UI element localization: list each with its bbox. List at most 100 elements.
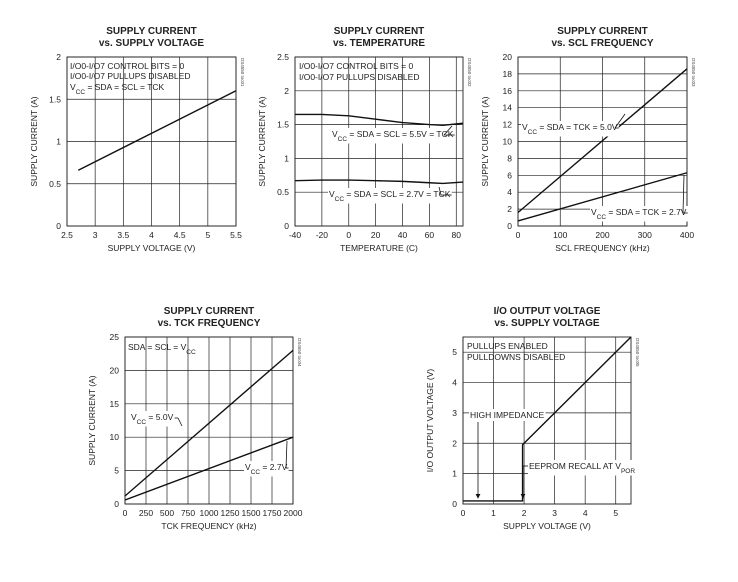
chart-code: DS4550 toc04 — [297, 338, 302, 367]
series-label: VCC = SDA = TCK = 2.7V — [591, 207, 687, 221]
x-tick-label: 300 — [638, 230, 652, 240]
x-tick-label: 4 — [149, 230, 154, 240]
x-tick-label: 3.5 — [117, 230, 129, 240]
y-tick-label: 2.5 — [277, 52, 289, 62]
chart-code: DS4550 toc05 — [635, 338, 640, 367]
chart-code: DS4550 toc02 — [467, 58, 472, 87]
chart-annotation: HIGH IMPEDANCE — [470, 410, 544, 420]
chart-annotation: I/O0-I/O7 PULLUPS DISABLED — [70, 71, 190, 81]
x-axis-label: TEMPERATURE (C) — [340, 243, 418, 253]
y-tick-label: 0.5 — [277, 187, 289, 197]
series-label-background — [521, 121, 619, 137]
plot-frame — [66, 56, 237, 227]
leader-line — [438, 186, 442, 196]
x-tick-label: 0 — [461, 508, 466, 518]
y-tick-label: 0 — [284, 221, 289, 231]
y-tick-label: 0 — [56, 221, 61, 231]
y-tick-label: 20 — [503, 52, 513, 62]
y-axis-label: SUPPLY CURRENT (A) — [257, 96, 267, 186]
series-label: VCC = SDA = SCL = 5.5V = TCK — [332, 129, 454, 143]
y-tick-label: 14 — [503, 103, 513, 113]
x-axis-label: SCL FREQUENCY (kHz) — [555, 243, 650, 253]
y-tick-label: 4 — [452, 378, 457, 388]
plot-frame — [294, 56, 464, 227]
y-axis-label: SUPPLY CURRENT (A) — [480, 96, 490, 186]
y-tick-label: 2 — [452, 438, 457, 448]
series-line — [294, 179, 464, 185]
y-tick-label: 3 — [452, 408, 457, 418]
y-tick-label: 1.5 — [49, 94, 61, 104]
y-tick-label: 2 — [284, 86, 289, 96]
x-tick-label: 1250 — [221, 508, 240, 518]
y-tick-label: 1.5 — [277, 120, 289, 130]
y-axis-label: SUPPLY CURRENT (A) — [29, 96, 39, 186]
y-tick-label: 8 — [507, 153, 512, 163]
series-label-background — [331, 128, 455, 144]
leader-line — [682, 174, 685, 214]
y-tick-label: 18 — [503, 69, 513, 79]
series-label-background — [130, 411, 175, 427]
y-tick-label: 5 — [452, 347, 457, 357]
x-tick-label: 80 — [452, 230, 462, 240]
x-tick-label: 750 — [181, 508, 195, 518]
leader-line — [614, 113, 626, 129]
y-tick-label: 2 — [507, 204, 512, 214]
chart-annotation: PULLUPS ENABLED — [467, 341, 548, 351]
annotation-background — [469, 409, 546, 421]
plot-frame — [124, 336, 294, 505]
x-tick-label: 2.5 — [61, 230, 73, 240]
y-tick-label: 0.5 — [49, 179, 61, 189]
x-tick-label: 1000 — [200, 508, 219, 518]
chart-code: DS4550 toc03 — [691, 58, 696, 87]
chart-subtitle: vs. SCL FREQUENCY — [551, 38, 653, 49]
series-line — [517, 68, 688, 214]
series-label-background — [244, 461, 289, 477]
chart-subtitle: vs. TCK FREQUENCY — [158, 318, 261, 329]
x-tick-label: 400 — [680, 230, 694, 240]
y-tick-label: 0 — [507, 221, 512, 231]
x-tick-label: 40 — [398, 230, 408, 240]
x-tick-label: 1 — [491, 508, 496, 518]
x-tick-label: 60 — [425, 230, 435, 240]
y-axis-label: SUPPLY CURRENT (A) — [87, 375, 97, 465]
chart-annotation: PULLDOWNS DISABLED — [467, 352, 565, 362]
series-label: VCC = 2.7V — [245, 462, 288, 476]
chart-annotation: I/O0-I/O7 CONTROL BITS = 0 — [70, 61, 184, 71]
x-tick-label: -20 — [316, 230, 329, 240]
chart-title: SUPPLY CURRENT — [164, 306, 255, 317]
series-line — [124, 436, 294, 501]
series-line — [517, 172, 688, 222]
chart-annotation: I/O0-I/O7 CONTROL BITS = 0 — [299, 61, 413, 71]
leader-line — [443, 125, 453, 136]
x-tick-label: 5.5 — [230, 230, 242, 240]
y-tick-label: 25 — [110, 332, 120, 342]
y-tick-label: 1 — [56, 137, 61, 147]
x-tick-label: 0 — [123, 508, 128, 518]
x-tick-label: 2000 — [284, 508, 303, 518]
x-tick-label: -40 — [289, 230, 302, 240]
chart-subtitle: vs. TEMPERATURE — [333, 38, 425, 49]
y-tick-label: 20 — [110, 365, 120, 375]
annotation-background — [528, 460, 637, 476]
x-tick-label: 0 — [516, 230, 521, 240]
y-tick-label: 6 — [507, 170, 512, 180]
x-tick-label: 4 — [583, 508, 588, 518]
chart-title: SUPPLY CURRENT — [334, 26, 425, 37]
x-tick-label: 250 — [139, 508, 153, 518]
y-tick-label: 10 — [503, 137, 513, 147]
y-axis-label: I/O OUTPUT VOLTAGE (V) — [425, 369, 435, 473]
chart-title: SUPPLY CURRENT — [106, 26, 197, 37]
series-line — [295, 113, 464, 126]
x-axis-label: SUPPLY VOLTAGE (V) — [108, 243, 196, 253]
y-tick-label: 0 — [452, 499, 457, 509]
chart-annotation: I/O0-I/O7 PULLUPS DISABLED — [299, 72, 419, 82]
series-label: VCC = SDA = SCL = 2.7V = TCK — [329, 189, 451, 203]
chart-code: DS4550 toc01 — [240, 58, 245, 87]
chart-title: I/O OUTPUT VOLTAGE — [494, 306, 601, 317]
x-axis-label: SUPPLY VOLTAGE (V) — [503, 521, 591, 531]
y-tick-label: 12 — [503, 120, 513, 130]
x-tick-label: 100 — [553, 230, 567, 240]
x-tick-label: 1500 — [242, 508, 261, 518]
y-tick-label: 5 — [114, 466, 119, 476]
x-tick-label: 2 — [522, 508, 527, 518]
